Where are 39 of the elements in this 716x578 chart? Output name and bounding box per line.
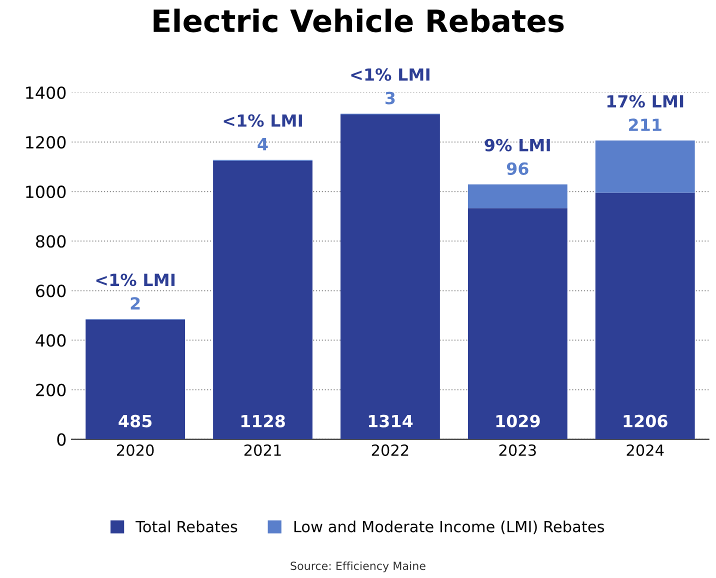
y-tick-label: 400 — [36, 334, 66, 347]
y-tick-label: 1200 — [26, 136, 66, 149]
y-tick-label: 1400 — [26, 86, 66, 100]
annotation: <1% LMI — [351, 68, 430, 81]
bar — [340, 114, 440, 440]
total-label: 1029 — [496, 414, 540, 428]
bar — [595, 192, 695, 440]
data-label: 2 — [130, 297, 140, 310]
data-label: 3 — [386, 92, 395, 104]
data-label: 4 — [258, 138, 268, 150]
legend-label: Total Rebates — [136, 520, 238, 532]
x-tick-label: 2024 — [626, 444, 664, 456]
data-label: 211 — [629, 118, 662, 131]
bar — [213, 160, 312, 440]
total-label: 1314 — [368, 414, 413, 428]
bar — [86, 320, 186, 440]
bar — [468, 184, 568, 208]
total-label: 1128 — [241, 414, 285, 428]
source-note: Source: Efficiency Maine — [290, 561, 426, 572]
annotation: <1% LMI — [224, 114, 302, 127]
y-tick-label: 1000 — [26, 186, 66, 198]
bar — [595, 140, 695, 193]
annotation: 17% LMI — [607, 94, 684, 108]
annotation: 9% LMI — [484, 138, 550, 152]
data-label: 96 — [506, 162, 528, 175]
chart-title: Electric Vehicle Rebates — [154, 8, 564, 32]
total-label: 1206 — [624, 414, 668, 428]
y-tick-label: 0 — [57, 433, 66, 446]
y-tick-label: 200 — [36, 384, 66, 396]
x-tick-label: 2023 — [499, 444, 536, 456]
y-tick-label: 800 — [36, 235, 66, 248]
x-tick-label: 2020 — [117, 444, 154, 456]
legend-label: Low and Moderate Income (LMI) Rebates — [294, 520, 604, 534]
total-label: 485 — [118, 414, 152, 428]
annotation: <1% LMI — [96, 274, 175, 286]
x-tick-label: 2021 — [244, 444, 281, 456]
y-tick-label: 600 — [36, 284, 66, 298]
x-tick-label: 2022 — [372, 444, 408, 456]
bar — [468, 208, 568, 440]
